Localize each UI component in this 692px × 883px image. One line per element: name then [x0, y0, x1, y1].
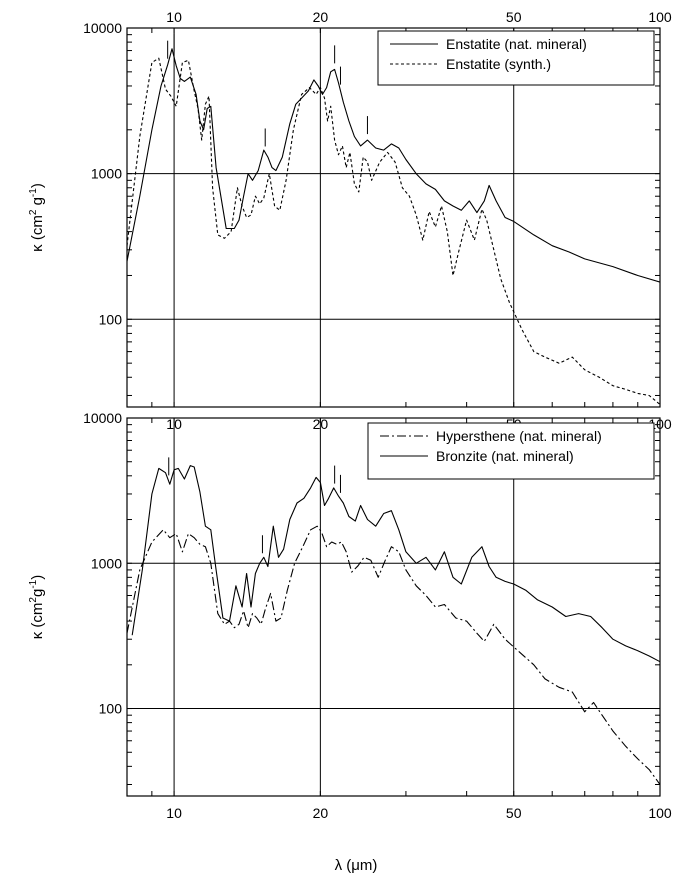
y-tick-label: 100 — [99, 701, 123, 717]
legend-box — [367, 422, 655, 480]
legend-label-1: Bronzite (nat. mineral) — [436, 448, 574, 464]
x-tick-label-top: 10 — [166, 9, 182, 25]
y-tick-label: 10000 — [83, 410, 122, 426]
legend: Enstatite (nat. mineral) Enstatite (synth… — [377, 30, 655, 86]
series-line-0 — [127, 525, 660, 785]
panel-bottom: 10 20 50 100 100 1000 10000 κ (cm2g-1) Hypersthe… — [28, 410, 672, 821]
panel-top: 101020205050100100100100010000κ (cm2 g-1… — [28, 9, 672, 432]
y-tick-label: 1000 — [91, 166, 122, 182]
y-tick-label: 10000 — [83, 20, 122, 36]
x-tick-label-top: 20 — [313, 9, 329, 25]
y-tick-label: 100 — [99, 311, 123, 327]
legend-label-0: Enstatite (nat. mineral) — [446, 36, 587, 52]
y-tick-label: 1000 — [91, 555, 122, 571]
plot-frame — [126, 27, 661, 408]
series-line-1 — [131, 465, 660, 663]
legend-label-0: Hypersthene (nat. mineral) — [436, 428, 602, 444]
x-tick-label: 10 — [166, 805, 182, 821]
x-tick-label: 50 — [506, 805, 522, 821]
x-tick-label-top: 100 — [648, 9, 672, 25]
plot-frame — [126, 417, 661, 797]
x-tick-label-top: 50 — [506, 9, 522, 25]
series-line-0 — [127, 48, 660, 283]
x-tick-label: 20 — [313, 805, 329, 821]
y-axis-label: κ (cm2g-1) — [28, 575, 46, 639]
y-axis-label: κ (cm2 g-1) — [28, 183, 46, 252]
legend-label-1: Enstatite (synth.) — [446, 56, 551, 72]
legend-box — [377, 30, 655, 86]
x-axis-label: λ (μm) — [335, 857, 378, 874]
legend: Hypersthene (nat. mineral) Bronzite (nat.… — [367, 422, 655, 480]
x-tick-label: 100 — [648, 805, 672, 821]
